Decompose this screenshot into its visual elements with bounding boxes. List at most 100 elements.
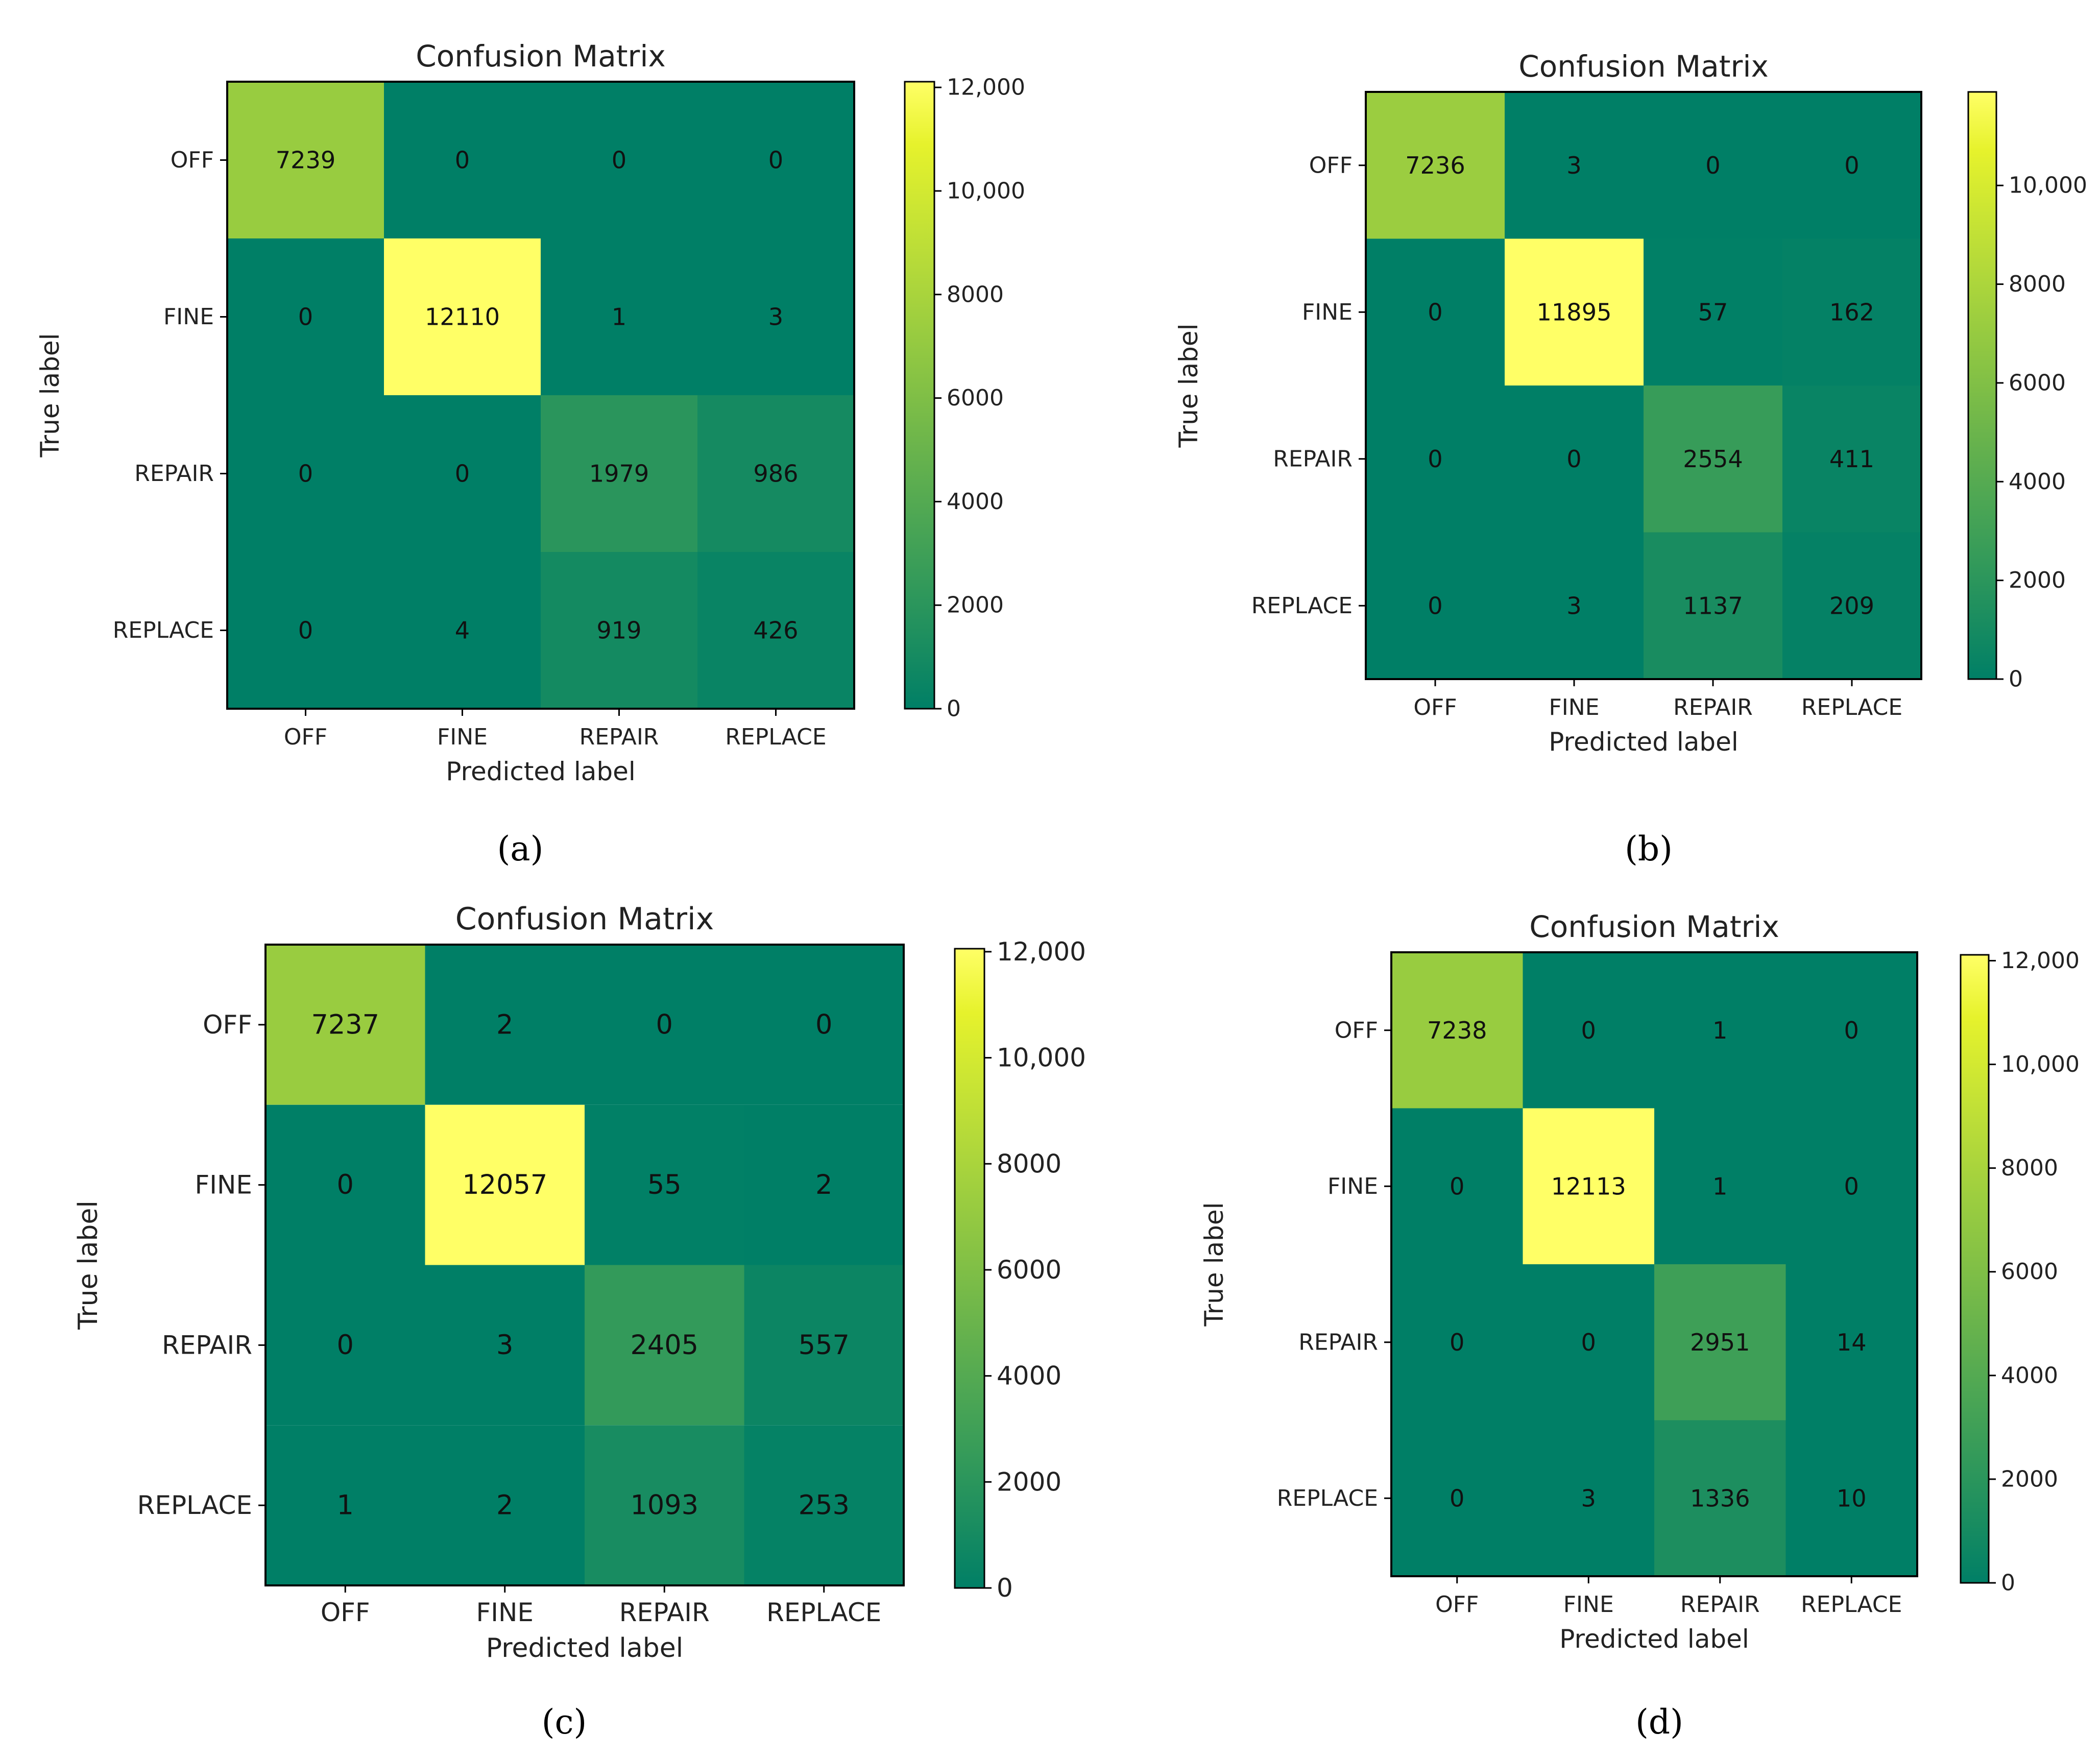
cell-value-label: 2554: [1683, 445, 1743, 473]
x-axis-label: Predicted label: [446, 757, 636, 786]
x-tick-label: REPLACE: [766, 1598, 881, 1627]
x-axis-label: Predicted label: [1559, 1624, 1749, 1654]
x-tick-label: FINE: [437, 724, 488, 750]
chart-title: Confusion Matrix: [1518, 49, 1769, 84]
colorbar-tick-label: 2000: [2001, 1466, 2058, 1492]
cell-value-label: 1: [612, 303, 626, 331]
matrix-cell: [1366, 238, 1505, 386]
y-tick-label: REPLACE: [137, 1490, 252, 1520]
matrix-cell: [1391, 952, 1523, 1109]
matrix-cell: [697, 395, 854, 552]
cell-value-label: 3: [768, 303, 783, 331]
y-tick-label: REPAIR: [134, 461, 214, 487]
x-tick-label: REPLACE: [725, 724, 826, 750]
colorbar-tick-label: 10,000: [997, 1043, 1086, 1073]
cell-value-label: 986: [753, 460, 798, 488]
cell-value-label: 3: [496, 1330, 513, 1361]
matrix-cell: [1366, 532, 1505, 679]
x-tick-label: REPAIR: [1680, 1592, 1760, 1618]
cell-value-label: 10: [1837, 1484, 1867, 1512]
x-tick-label: FINE: [1563, 1592, 1614, 1618]
chart-title: Confusion Matrix: [416, 39, 666, 74]
cell-value-label: 57: [1698, 298, 1728, 326]
panel-caption: (d): [1635, 1702, 1683, 1742]
matrix-cell: [1654, 1264, 1786, 1420]
matrix-cell: [1366, 386, 1505, 533]
colorbar-tick-label: 12,000: [997, 937, 1086, 967]
cell-value-label: 1137: [1683, 592, 1743, 619]
colorbar-tick-label: 2000: [997, 1467, 1061, 1497]
matrix-frame: [1390, 951, 1918, 1577]
cell-value-label: 0: [298, 617, 313, 644]
cell-value-label: 3: [1566, 152, 1581, 179]
colorbar-tick-label: 4000: [2001, 1362, 2058, 1388]
matrix-cell: [425, 1265, 585, 1426]
colorbar-tick-label: 10,000: [2009, 173, 2087, 199]
matrix-cell: [1644, 92, 1782, 239]
cell-value-label: 0: [1566, 445, 1581, 473]
x-tick-label: REPLACE: [1801, 1592, 1902, 1618]
matrix-cell: [541, 552, 697, 709]
cell-value-label: 7237: [311, 1009, 379, 1040]
matrix-cell: [697, 552, 854, 709]
matrix-cell: [425, 1425, 585, 1585]
colorbar-tick-label: 8000: [947, 281, 1004, 307]
cell-value-label: 0: [455, 147, 470, 174]
cell-value-label: 0: [612, 147, 626, 174]
matrix-cell: [1505, 238, 1644, 386]
cell-value-label: 2405: [630, 1330, 698, 1361]
x-axis-label: Predicted label: [486, 1633, 683, 1664]
cell-value-label: 0: [1844, 1172, 1859, 1200]
cell-value-label: 919: [596, 617, 641, 644]
x-tick-label: FINE: [476, 1598, 534, 1627]
matrix-cell: [1505, 92, 1644, 239]
cell-value-label: 0: [1450, 1329, 1464, 1356]
colorbar-tick-label: 6000: [997, 1255, 1061, 1285]
colorbar-tick-label: 4000: [2009, 469, 2066, 495]
matrix-cell: [1366, 92, 1505, 239]
cell-value-label: 0: [1581, 1329, 1596, 1356]
matrix-cell: [227, 82, 384, 238]
y-tick-label: REPAIR: [1273, 446, 1353, 472]
colorbar-tick-label: 0: [2009, 666, 2023, 692]
matrix-frame: [1365, 91, 1922, 680]
matrix-cell: [1785, 1420, 1917, 1576]
y-tick-label: FINE: [195, 1170, 253, 1200]
matrix-cell: [1782, 238, 1921, 386]
cell-value-label: 2: [496, 1490, 513, 1521]
matrix-cell: [1785, 1264, 1917, 1420]
cell-value-label: 7236: [1405, 152, 1465, 179]
colorbar-tick-label: 2000: [947, 592, 1004, 618]
matrix-cell: [227, 238, 384, 395]
matrix-cell: [384, 552, 541, 709]
cell-value-label: 0: [455, 460, 470, 488]
x-tick-label: OFF: [1413, 694, 1457, 720]
y-tick-label: OFF: [171, 147, 214, 173]
colorbar: [1960, 954, 1990, 1584]
matrix-cell: [265, 1265, 425, 1426]
cell-value-label: 4: [455, 617, 470, 644]
cell-value-label: 0: [298, 460, 313, 488]
cell-value-label: 0: [1581, 1017, 1596, 1044]
cell-value-label: 7238: [1427, 1017, 1487, 1044]
colorbar-tick-label: 0: [997, 1573, 1013, 1603]
cell-value-label: 1: [1712, 1172, 1727, 1200]
x-tick-label: FINE: [1549, 694, 1600, 720]
cell-value-label: 2951: [1690, 1329, 1750, 1356]
matrix-cell: [1785, 1108, 1917, 1264]
cell-value-label: 0: [1450, 1172, 1464, 1200]
cell-value-label: 7239: [276, 147, 336, 174]
chart-title: Confusion Matrix: [1529, 909, 1779, 944]
matrix-cell: [1644, 386, 1782, 533]
x-tick-label: REPAIR: [619, 1598, 710, 1627]
matrix-cell: [265, 1104, 425, 1265]
matrix-cell: [425, 945, 585, 1105]
cell-value-label: 0: [1428, 298, 1442, 326]
matrix-cell: [1644, 532, 1782, 679]
y-tick-label: OFF: [203, 1010, 252, 1040]
y-axis-label: True label: [35, 333, 65, 457]
cell-value-label: 0: [1450, 1484, 1464, 1512]
y-tick-label: REPAIR: [162, 1330, 252, 1360]
matrix-cell: [1654, 1108, 1786, 1264]
cell-value-label: 0: [815, 1009, 832, 1040]
